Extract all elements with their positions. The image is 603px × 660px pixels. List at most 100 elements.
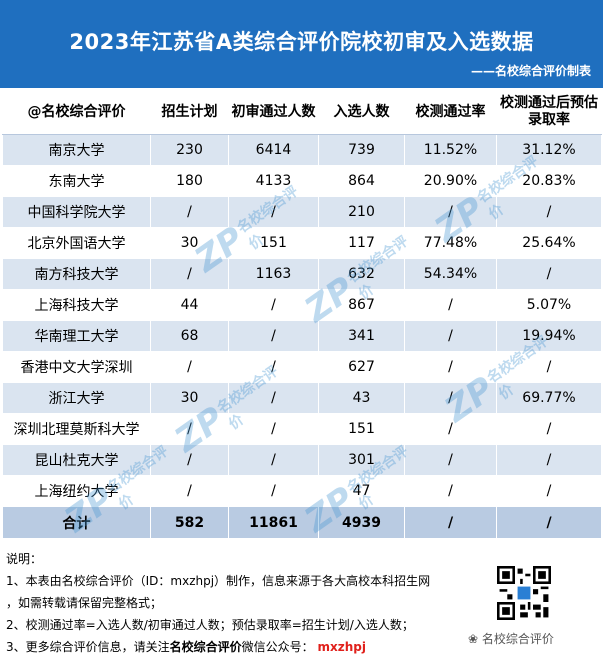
note-line: 2、校测通过率=入选人数/初审通过人数；预估录取率=招生计划/入选人数； — [6, 618, 414, 632]
data-cell: / — [404, 444, 497, 476]
data-cell: / — [496, 444, 602, 476]
data-cell: / — [404, 320, 497, 352]
data-cell: 30 — [150, 382, 229, 414]
total-cell: 11861 — [228, 506, 319, 539]
school-name-cell: 上海纽约大学 — [2, 475, 151, 507]
table-body: 南京大学 230 6414 739 11.52% 31.12% 东南大学 180 4133 864… — [2, 134, 602, 539]
data-cell: / — [404, 413, 497, 445]
data-cell: / — [228, 351, 319, 383]
wechat-icon: ❀ — [468, 632, 482, 646]
page-title: 2023年江苏省A类综合评价院校初审及入选数据 — [69, 30, 534, 54]
wechat-id: mxzhpj — [317, 640, 366, 654]
data-cell: 1163 — [228, 258, 319, 290]
data-cell: 31.12% — [496, 134, 602, 166]
total-cell: 合计 — [2, 506, 151, 539]
qr-code-icon — [497, 566, 551, 620]
data-cell: / — [150, 196, 229, 228]
data-cell: / — [404, 196, 497, 228]
data-cell: 68 — [150, 320, 229, 352]
data-cell: / — [150, 413, 229, 445]
data-cell: / — [404, 351, 497, 383]
table-row: 香港中文大学深圳 //627// — [2, 351, 602, 383]
table-header-row: @名校综合评价 招生计划 初审通过人数 入选人数 校测通过率 校测通过后预估录取… — [2, 89, 602, 135]
table-row: 上海科技大学 44/867/5.07% — [2, 289, 602, 321]
data-cell: / — [228, 196, 319, 228]
table-row: 南京大学 230 6414 739 11.52% 31.12% — [2, 134, 602, 166]
notes-section: 说明： 1、本表由名校综合评价（ID：mxzhpj）制作，信息来源于各大高校本科… — [6, 548, 486, 658]
column-header: 校测通过后预估录取率 — [496, 89, 602, 135]
total-cell: 582 — [150, 506, 229, 539]
data-cell: 19.94% — [496, 320, 602, 352]
data-cell: 44 — [150, 289, 229, 321]
total-cell: / — [404, 506, 497, 539]
school-name-cell: 昆山杜克大学 — [2, 444, 151, 476]
data-cell: / — [228, 289, 319, 321]
data-cell: / — [496, 351, 602, 383]
data-cell: 632 — [318, 258, 405, 290]
data-cell: / — [228, 444, 319, 476]
table-row: 北京外国语大学 30 151 117 77.48% 25.64% — [2, 227, 602, 259]
column-header: 初审通过人数 — [228, 89, 319, 135]
table-row: 中国科学院大学 //210// — [2, 196, 602, 228]
school-name-cell: 东南大学 — [2, 165, 151, 197]
total-cell: / — [496, 506, 602, 539]
note-text: 微信公众号： — [241, 640, 314, 654]
school-name-cell: 香港中文大学深圳 — [2, 351, 151, 383]
data-cell: 20.83% — [496, 165, 602, 197]
school-name-cell: 北京外国语大学 — [2, 227, 151, 259]
school-name-cell: 深圳北理莫斯科大学 — [2, 413, 151, 445]
notes-heading: 说明： — [6, 552, 43, 566]
brand-name: 名校综合评价 — [169, 640, 242, 654]
data-cell: 210 — [318, 196, 405, 228]
table-row: 浙江大学 30/43/69.77% — [2, 382, 602, 414]
note-line: 3、更多综合评价信息，请关注名校综合评价微信公众号： mxzhpj — [6, 636, 486, 658]
note-line: 1、本表由名校综合评价（ID：mxzhpj）制作，信息来源于各大高校本科招生网 — [6, 574, 431, 588]
data-cell: 11.52% — [404, 134, 497, 166]
data-cell: / — [228, 475, 319, 507]
brand-logo: ❀ 名校综合评价 — [468, 630, 554, 647]
data-cell: / — [496, 258, 602, 290]
data-cell: / — [496, 196, 602, 228]
brand-logo-text: 名校综合评价 — [481, 632, 554, 646]
school-name-cell: 浙江大学 — [2, 382, 151, 414]
data-cell: 867 — [318, 289, 405, 321]
data-cell: 341 — [318, 320, 405, 352]
page-subtitle: ——名校综合评价制表 — [470, 64, 591, 78]
data-cell: / — [150, 475, 229, 507]
data-cell: 5.07% — [496, 289, 602, 321]
table-row: 东南大学 180 4133 864 20.90% 20.83% — [2, 165, 602, 197]
page-header: 2023年江苏省A类综合评价院校初审及入选数据 ——名校综合评价制表 — [0, 0, 603, 88]
table-row: 上海纽约大学 //47// — [2, 475, 602, 507]
admission-data-table: @名校综合评价 招生计划 初审通过人数 入选人数 校测通过率 校测通过后预估录取… — [2, 89, 602, 539]
data-cell: / — [404, 382, 497, 414]
column-header: @名校综合评价 — [2, 89, 151, 135]
table-row: 深圳北理莫斯科大学 //151// — [2, 413, 602, 445]
column-header: 校测通过率 — [404, 89, 497, 135]
table-row: 昆山杜克大学 //301// — [2, 444, 602, 476]
data-cell: / — [228, 413, 319, 445]
school-name-cell: 华南理工大学 — [2, 320, 151, 352]
data-cell: 739 — [318, 134, 405, 166]
school-name-cell: 南方科技大学 — [2, 258, 151, 290]
data-cell: 30 — [150, 227, 229, 259]
data-cell: 25.64% — [496, 227, 602, 259]
data-cell: 864 — [318, 165, 405, 197]
data-cell: 627 — [318, 351, 405, 383]
total-row: 合计 582 11861 4939 / / — [2, 506, 602, 539]
school-name-cell: 南京大学 — [2, 134, 151, 166]
data-cell: 151 — [228, 227, 319, 259]
data-cell: / — [150, 444, 229, 476]
note-line: ，如需转载请保留完整格式； — [6, 596, 163, 610]
data-cell: 77.48% — [404, 227, 497, 259]
data-cell: / — [496, 475, 602, 507]
data-cell: / — [404, 289, 497, 321]
data-cell: 151 — [318, 413, 405, 445]
note-text: 3、更多综合评价信息，请关注 — [6, 640, 170, 654]
school-name-cell: 中国科学院大学 — [2, 196, 151, 228]
data-cell: 47 — [318, 475, 405, 507]
total-cell: 4939 — [318, 506, 405, 539]
data-cell: 4133 — [228, 165, 319, 197]
data-cell: 69.77% — [496, 382, 602, 414]
data-cell: 301 — [318, 444, 405, 476]
data-cell: / — [404, 475, 497, 507]
